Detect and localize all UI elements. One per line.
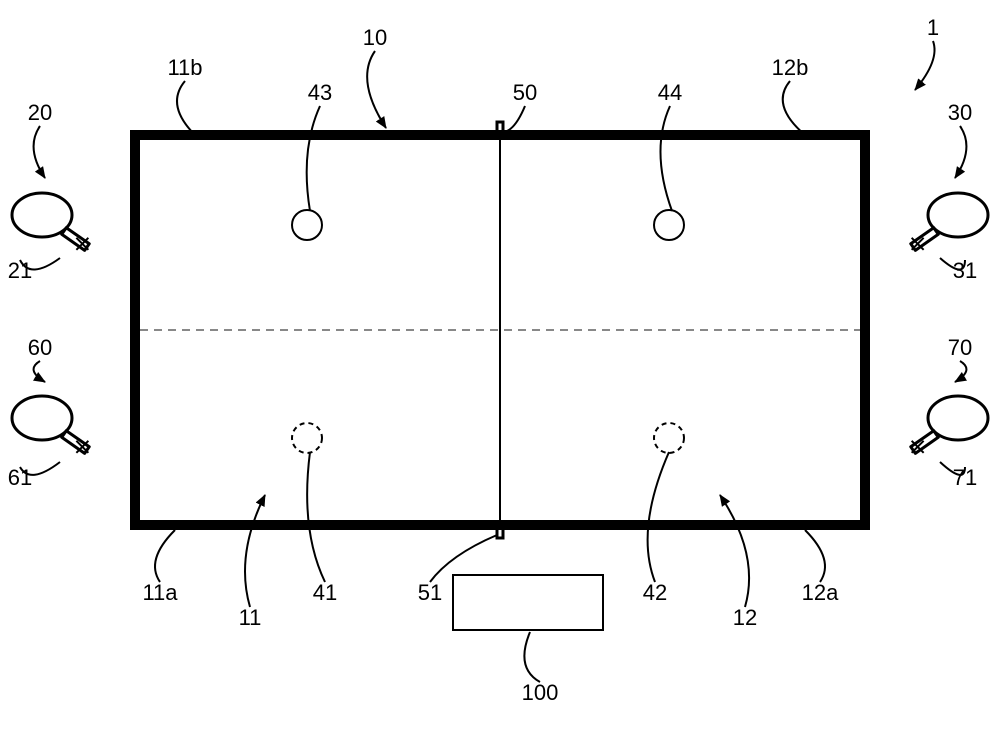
lbl-42: 42	[643, 580, 667, 605]
lbl-12: 12	[733, 605, 757, 630]
lbl-1: 1	[927, 15, 939, 40]
lbl-50: 50	[513, 80, 537, 105]
lbl-44-leader	[660, 106, 672, 211]
lbl-11b: 11b	[167, 55, 202, 80]
control-group	[453, 575, 603, 630]
lbl-70: 70	[948, 335, 972, 360]
lbl-30: 30	[948, 100, 972, 125]
ball-42	[654, 423, 684, 453]
lbl-11: 11	[239, 605, 262, 630]
lbl-100-leader	[524, 632, 540, 682]
lbl-10-leader	[367, 51, 386, 128]
lbl-41: 41	[313, 580, 337, 605]
lbl-44: 44	[658, 80, 682, 105]
lbl-12-leader	[720, 495, 749, 607]
control-box	[453, 575, 603, 630]
lbl-12b-leader	[783, 81, 805, 135]
ball-41	[292, 423, 322, 453]
paddle-70	[911, 396, 988, 453]
lbl-11-leader	[245, 495, 265, 607]
lbl-12a: 12a	[802, 580, 839, 605]
lbl-30-leader	[955, 126, 966, 178]
lbl-70-leader	[955, 361, 966, 382]
paddle-20	[12, 193, 89, 250]
lbl-10: 10	[363, 25, 387, 50]
lbl-50-leader	[504, 106, 525, 132]
ball-43	[292, 210, 322, 240]
balls-group	[292, 210, 684, 453]
paddle-30	[911, 193, 988, 250]
lbl-51: 51	[418, 580, 442, 605]
lbl-12b: 12b	[772, 55, 809, 80]
paddle-60	[12, 396, 89, 453]
lbl-12a-leader	[805, 530, 825, 582]
lbl-60-leader	[34, 361, 45, 382]
lbl-60: 60	[28, 335, 52, 360]
ball-44	[654, 210, 684, 240]
lbl-100: 100	[522, 680, 559, 705]
lbl-43-leader	[307, 106, 320, 211]
lbl-20-leader	[34, 126, 45, 178]
lbl-1-leader	[915, 41, 935, 90]
lbl-43: 43	[308, 80, 332, 105]
lbl-41-leader	[307, 452, 325, 582]
lbl-11a-leader	[155, 530, 175, 582]
table-group	[135, 122, 865, 538]
lbl-11b-leader	[177, 81, 195, 135]
lbl-20: 20	[28, 100, 52, 125]
labels-group: 11011b12b504344202130316061707111a114151…	[8, 15, 977, 705]
diagram-svg: 11011b12b504344202130316061707111a114151…	[0, 0, 1000, 733]
lbl-11a: 11a	[142, 580, 178, 605]
lbl-42-leader	[648, 452, 669, 582]
